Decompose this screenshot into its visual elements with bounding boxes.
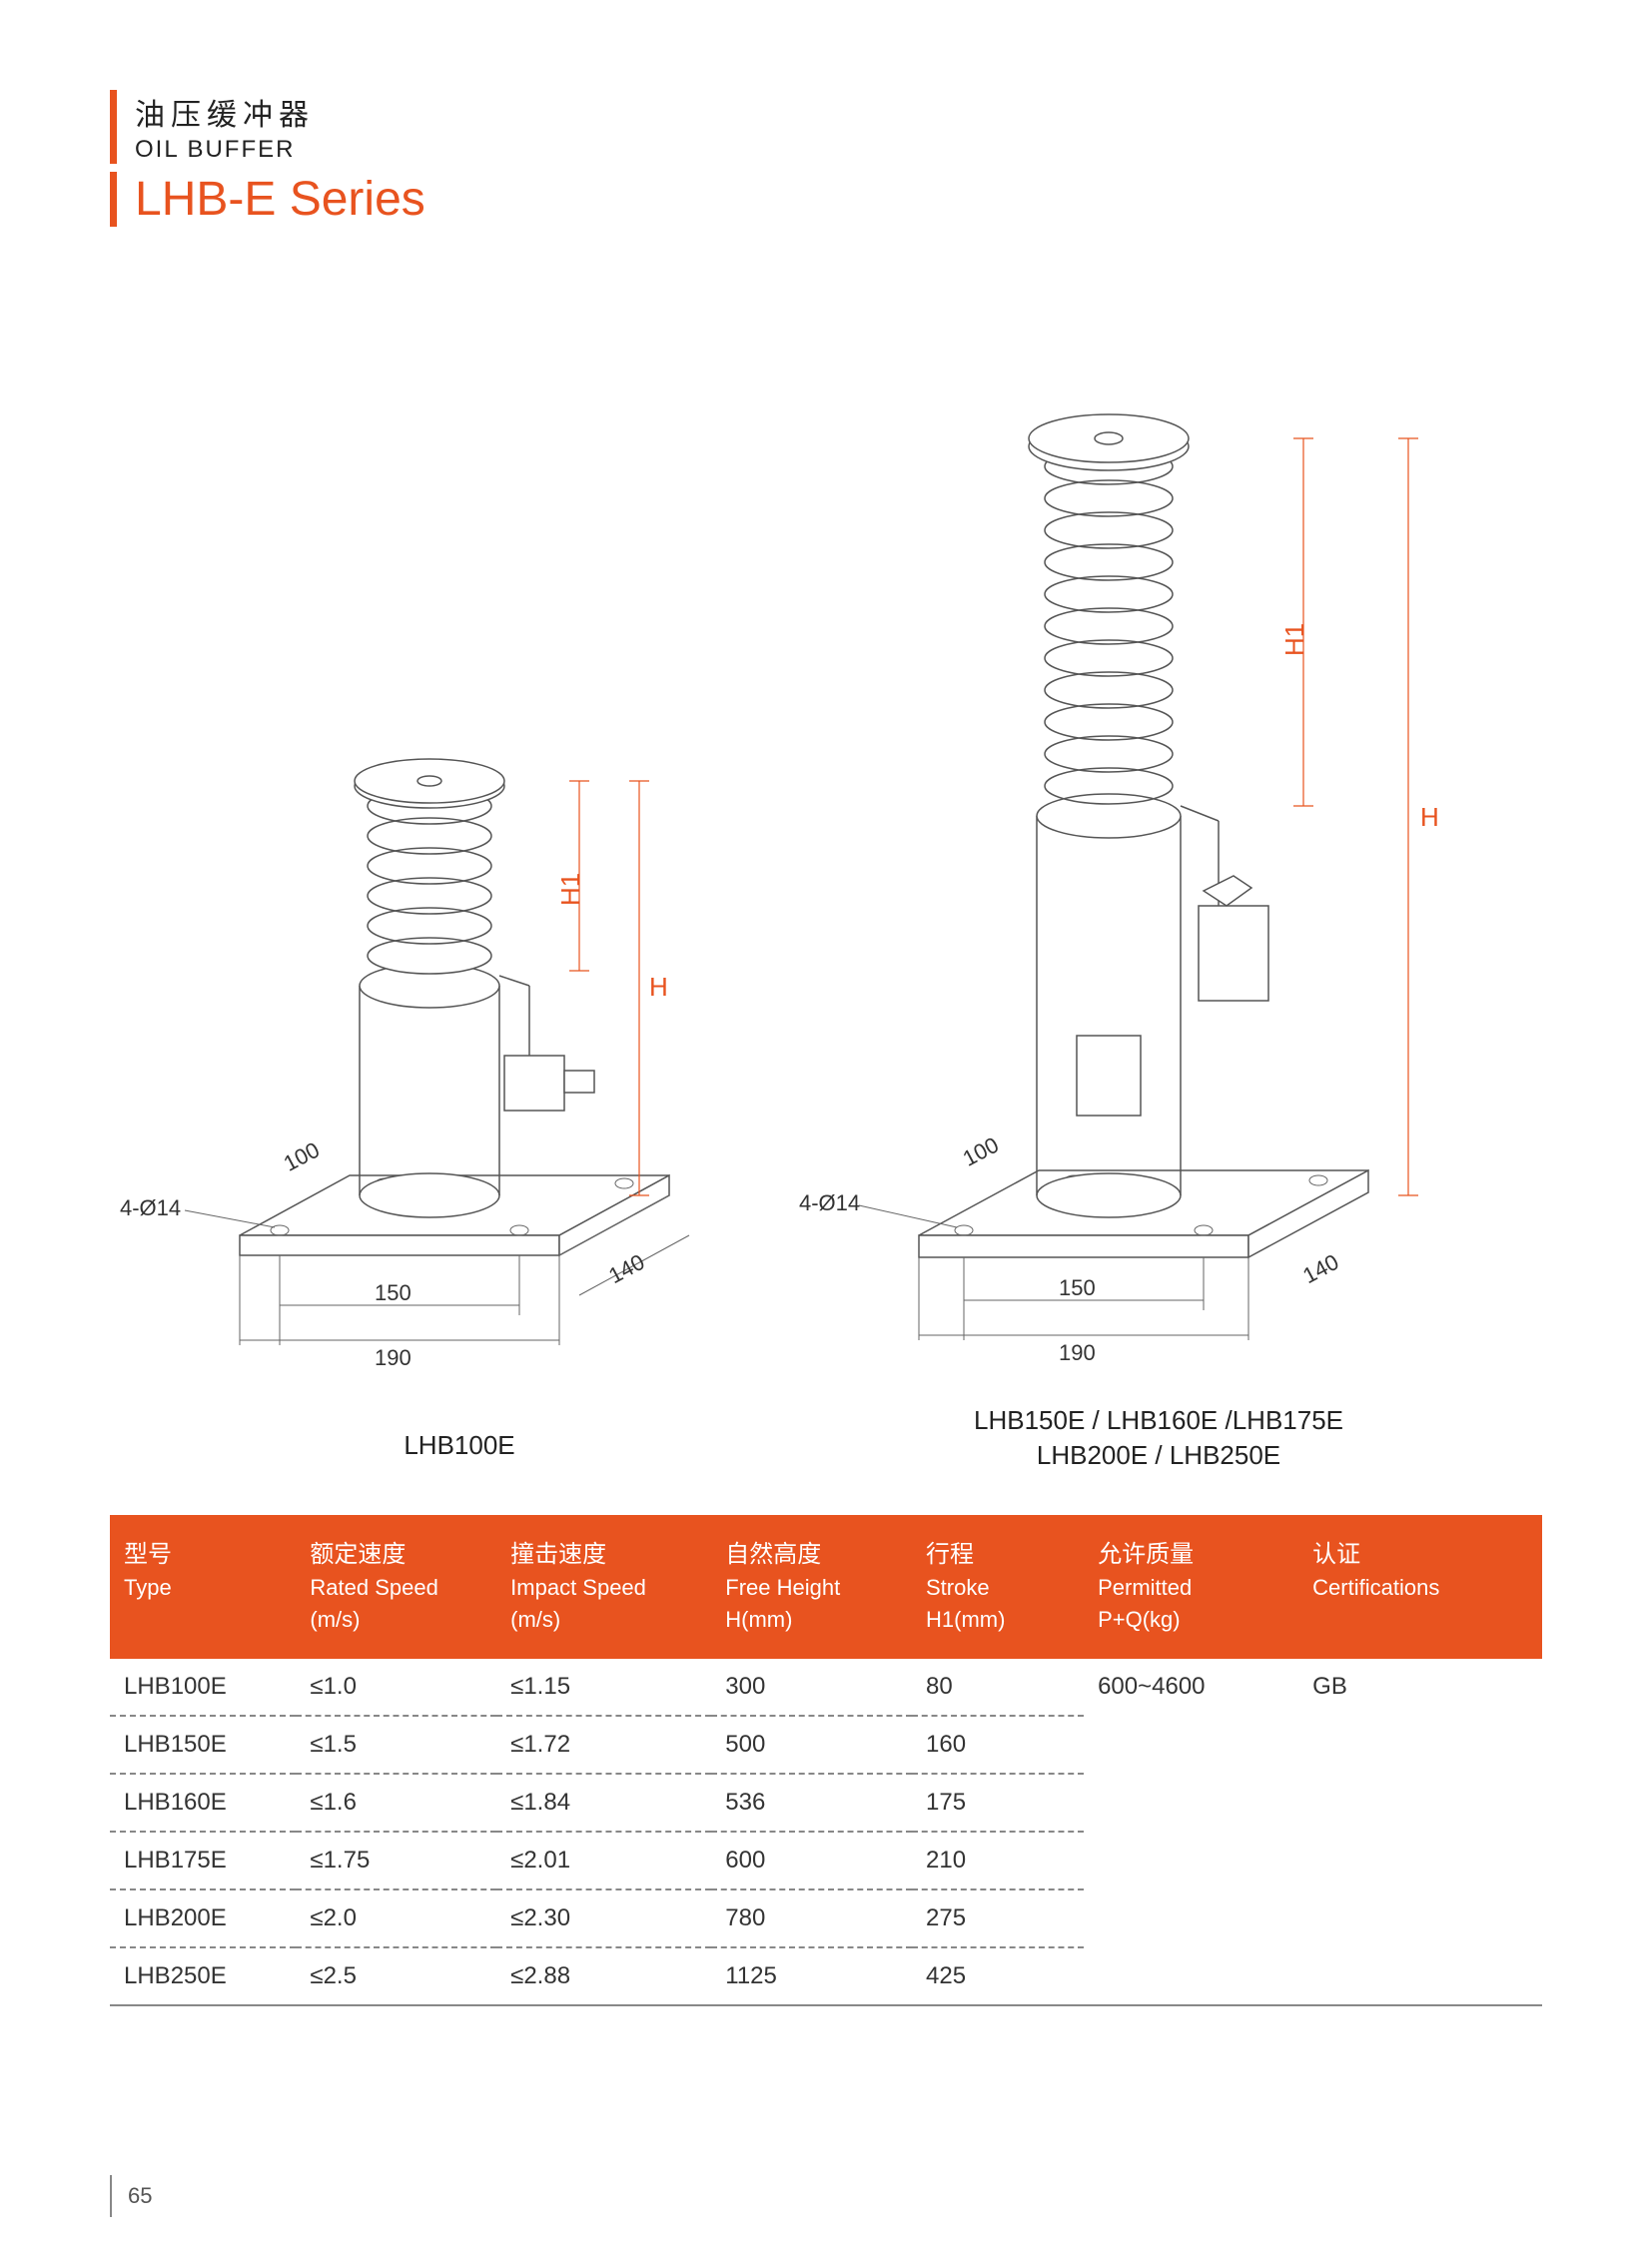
table-cell: 300: [711, 1659, 912, 1716]
diagram-area: 150 190 100 140 4-Ø14 H: [110, 237, 1542, 1495]
table-cell: [1298, 1774, 1542, 1832]
dim-base-inner-right: 150: [1059, 1275, 1096, 1300]
table-cell: 780: [711, 1889, 912, 1947]
dim-H-left: H: [649, 972, 668, 1002]
table-cell: 275: [912, 1889, 1084, 1947]
diagram-right-label2: LHB200E / LHB250E: [899, 1440, 1418, 1471]
table-cell: LHB200E: [110, 1889, 296, 1947]
table-cell: 500: [711, 1716, 912, 1774]
table-cell: 175: [912, 1774, 1084, 1832]
dim-depth-inner-left: 100: [280, 1137, 324, 1176]
dim-depth-outer-left: 140: [604, 1249, 648, 1288]
table-cell: 600: [711, 1832, 912, 1889]
table-row: LHB160E≤1.6≤1.84536175: [110, 1774, 1542, 1832]
header-block: 油压缓冲器 OIL BUFFER: [110, 90, 1542, 164]
table-cell: 536: [711, 1774, 912, 1832]
diagram-right-label1: LHB150E / LHB160E /LHB175E: [899, 1405, 1418, 1436]
diagram-right: 150 190 100 140 4-Ø14 H H1: [799, 317, 1558, 1475]
table-cell: [1084, 1889, 1298, 1947]
table-header: 型号Type 额定速度Rated Speed(m/s) 撞击速度Impact S…: [110, 1515, 1542, 1659]
table-cell: 80: [912, 1659, 1084, 1716]
table-body: LHB100E≤1.0≤1.1530080600~4600GBLHB150E≤1…: [110, 1659, 1542, 2005]
table-cell: ≤2.0: [296, 1889, 496, 1947]
table-cell: ≤1.6: [296, 1774, 496, 1832]
table-row: LHB150E≤1.5≤1.72500160: [110, 1716, 1542, 1774]
table-cell: LHB160E: [110, 1774, 296, 1832]
dim-hole-left: 4-Ø14: [120, 1195, 181, 1220]
dim-H-right: H: [1420, 802, 1439, 832]
col-cert: 认证Certifications: [1298, 1515, 1542, 1659]
table-cell: ≤2.5: [296, 1947, 496, 2005]
spec-table: 型号Type 额定速度Rated Speed(m/s) 撞击速度Impact S…: [110, 1515, 1542, 2006]
table-cell: ≤2.88: [496, 1947, 711, 2005]
table-cell: 1125: [711, 1947, 912, 2005]
col-permitted: 允许质量PermittedP+Q(kg): [1084, 1515, 1298, 1659]
table-cell: LHB100E: [110, 1659, 296, 1716]
table-cell: ≤1.84: [496, 1774, 711, 1832]
dim-base-outer-left: 190: [375, 1345, 412, 1370]
col-impact: 撞击速度Impact Speed(m/s): [496, 1515, 711, 1659]
table-cell: [1084, 1832, 1298, 1889]
table-cell: [1298, 1716, 1542, 1774]
table-cell: ≤2.30: [496, 1889, 711, 1947]
title-en: OIL BUFFER: [135, 136, 1542, 164]
dim-base-outer-right: 190: [1059, 1340, 1096, 1365]
table-cell: [1084, 1716, 1298, 1774]
dim-H1-left: H1: [555, 873, 585, 906]
col-height: 自然高度Free HeightH(mm): [711, 1515, 912, 1659]
table-cell: ≤1.5: [296, 1716, 496, 1774]
col-rated: 额定速度Rated Speed(m/s): [296, 1515, 496, 1659]
series-block: LHB-E Series: [110, 172, 1542, 227]
table-row: LHB175E≤1.75≤2.01600210: [110, 1832, 1542, 1889]
table-cell: [1084, 1774, 1298, 1832]
table-cell: LHB150E: [110, 1716, 296, 1774]
series-title: LHB-E Series: [135, 172, 1542, 227]
table-cell: ≤1.15: [496, 1659, 711, 1716]
table-cell: 600~4600: [1084, 1659, 1298, 1716]
table-cell: ≤1.0: [296, 1659, 496, 1716]
table-row: LHB250E≤2.5≤2.881125425: [110, 1947, 1542, 2005]
diagram-left-label: LHB100E: [310, 1430, 609, 1461]
dim-hole-right: 4-Ø14: [799, 1190, 860, 1215]
title-cn: 油压缓冲器: [135, 90, 1542, 134]
table-cell: GB: [1298, 1659, 1542, 1716]
table-row: LHB100E≤1.0≤1.1530080600~4600GB: [110, 1659, 1542, 1716]
page-number-block: 65: [110, 2175, 152, 2217]
dim-depth-outer-right: 140: [1298, 1249, 1342, 1288]
table-row: LHB200E≤2.0≤2.30780275: [110, 1889, 1542, 1947]
table-cell: [1084, 1947, 1298, 2005]
table-cell: LHB250E: [110, 1947, 296, 2005]
table-cell: [1298, 1947, 1542, 2005]
col-stroke: 行程StrokeH1(mm): [912, 1515, 1084, 1659]
diagram-left: 150 190 100 140 4-Ø14 H: [110, 556, 809, 1475]
table-cell: ≤1.75: [296, 1832, 496, 1889]
table-cell: LHB175E: [110, 1832, 296, 1889]
page-number: 65: [128, 2183, 152, 2209]
table-cell: 160: [912, 1716, 1084, 1774]
table-cell: ≤2.01: [496, 1832, 711, 1889]
table-cell: ≤1.72: [496, 1716, 711, 1774]
col-type: 型号Type: [110, 1515, 296, 1659]
dim-H1-right: H1: [1279, 623, 1309, 656]
table-cell: 425: [912, 1947, 1084, 2005]
table-cell: 210: [912, 1832, 1084, 1889]
table-cell: [1298, 1832, 1542, 1889]
dim-depth-inner-right: 100: [959, 1132, 1003, 1171]
dim-base-inner-left: 150: [375, 1280, 412, 1305]
table-cell: [1298, 1889, 1542, 1947]
